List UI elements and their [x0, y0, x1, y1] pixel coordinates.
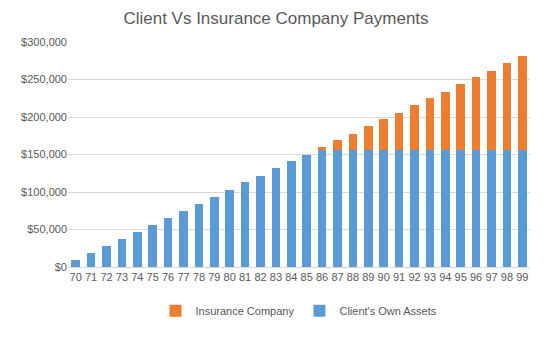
- svg-text:$50,000: $50,000: [27, 223, 67, 235]
- svg-text:$300,000: $300,000: [21, 36, 67, 48]
- svg-text:81: 81: [239, 271, 251, 283]
- svg-text:$100,000: $100,000: [21, 186, 67, 198]
- svg-text:97: 97: [485, 271, 497, 283]
- svg-text:Client's Own Assets: Client's Own Assets: [339, 305, 436, 317]
- svg-text:$150,000: $150,000: [21, 148, 67, 160]
- svg-text:86: 86: [316, 271, 328, 283]
- svg-text:75: 75: [147, 271, 159, 283]
- svg-text:72: 72: [100, 271, 112, 283]
- svg-text:93: 93: [424, 271, 436, 283]
- svg-text:85: 85: [301, 271, 313, 283]
- svg-text:88: 88: [347, 271, 359, 283]
- svg-text:78: 78: [193, 271, 205, 283]
- svg-text:99: 99: [516, 271, 528, 283]
- svg-text:Client Vs Insurance Company Pa: Client Vs Insurance Company Payments: [123, 9, 428, 28]
- svg-text:76: 76: [162, 271, 174, 283]
- svg-text:$0: $0: [55, 261, 67, 273]
- svg-text:80: 80: [224, 271, 236, 283]
- svg-text:82: 82: [254, 271, 266, 283]
- svg-text:90: 90: [378, 271, 390, 283]
- svg-text:96: 96: [470, 271, 482, 283]
- svg-text:77: 77: [177, 271, 189, 283]
- svg-text:Insurance Company: Insurance Company: [196, 305, 295, 317]
- svg-text:74: 74: [131, 271, 143, 283]
- svg-text:84: 84: [285, 271, 297, 283]
- svg-text:73: 73: [116, 271, 128, 283]
- svg-text:89: 89: [362, 271, 374, 283]
- svg-text:98: 98: [501, 271, 513, 283]
- svg-text:$250,000: $250,000: [21, 73, 67, 85]
- svg-text:70: 70: [70, 271, 82, 283]
- svg-text:95: 95: [455, 271, 467, 283]
- svg-text:71: 71: [85, 271, 97, 283]
- svg-text:83: 83: [270, 271, 282, 283]
- svg-text:94: 94: [439, 271, 451, 283]
- svg-text:87: 87: [331, 271, 343, 283]
- svg-text:91: 91: [393, 271, 405, 283]
- svg-text:79: 79: [208, 271, 220, 283]
- svg-text:$200,000: $200,000: [21, 111, 67, 123]
- svg-text:92: 92: [408, 271, 420, 283]
